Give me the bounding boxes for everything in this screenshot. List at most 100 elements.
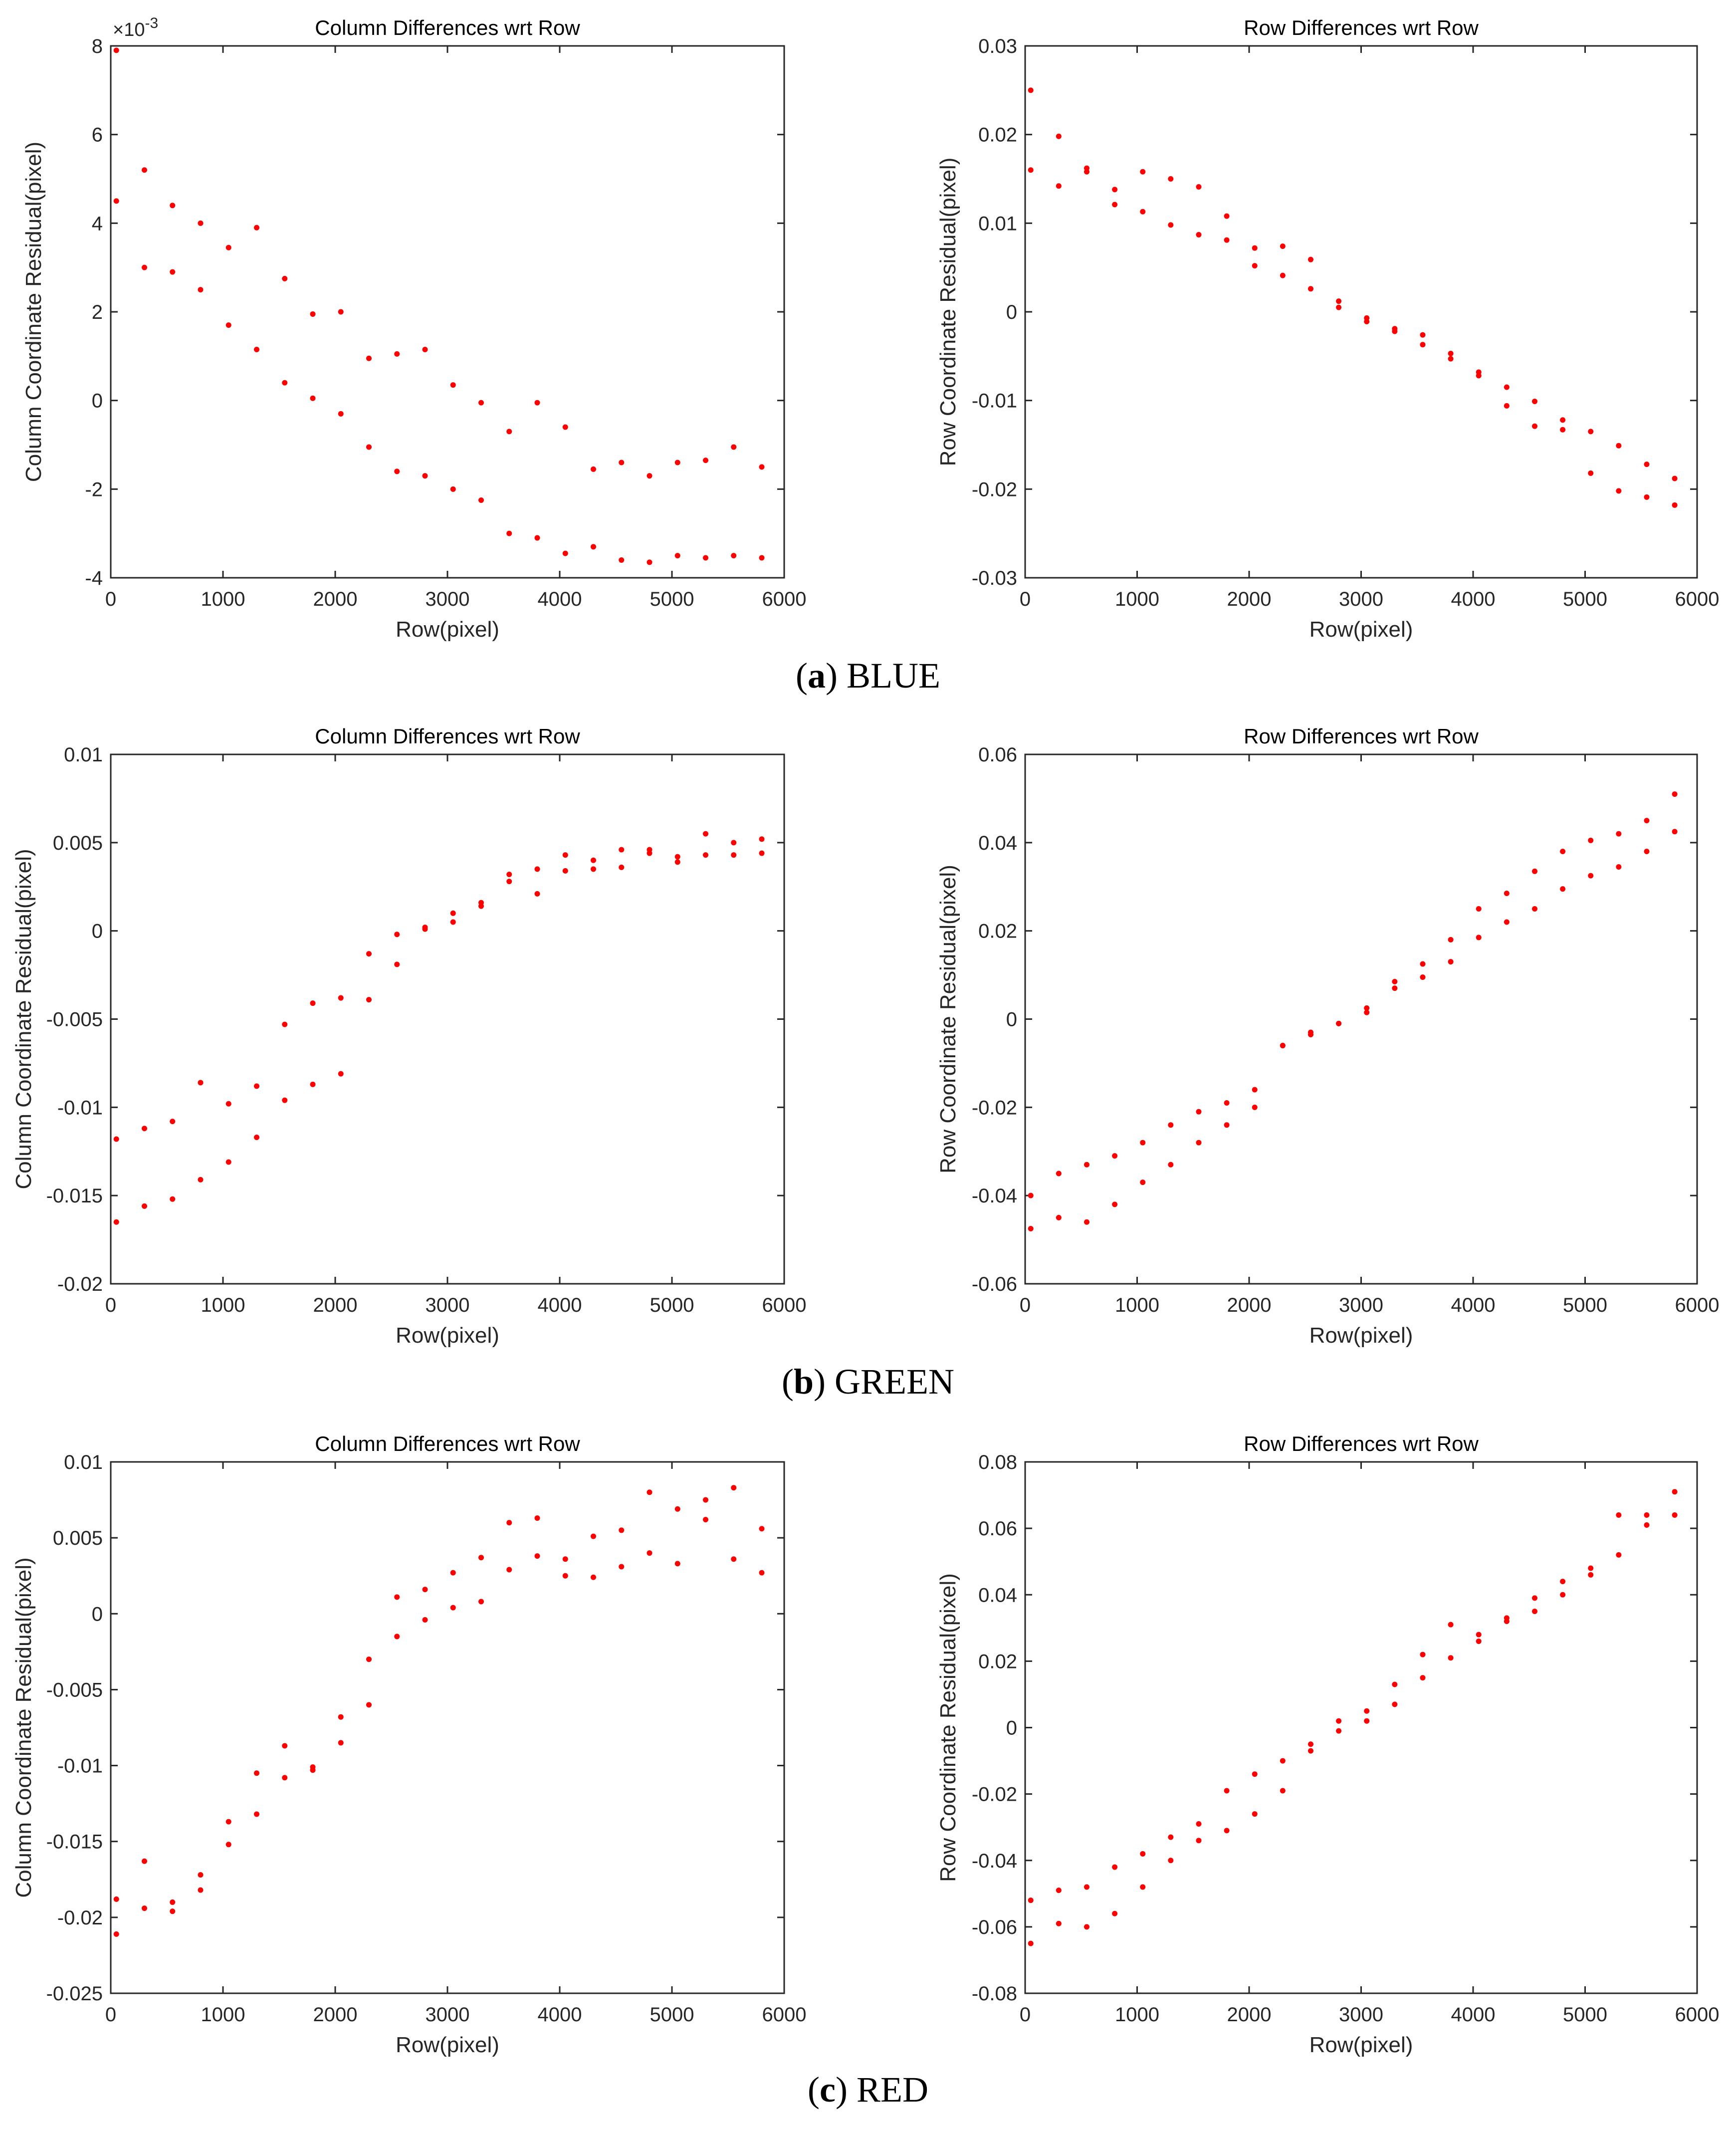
chart-title: Column Differences wrt Row [315, 724, 580, 748]
x-tick-label: 0 [1020, 1294, 1031, 1316]
data-point [1588, 429, 1594, 435]
x-tick-label: 0 [1020, 2004, 1031, 2026]
data-point [310, 311, 316, 317]
data-point [731, 852, 737, 858]
data-point [282, 380, 288, 386]
series-upper [113, 47, 765, 479]
data-point [647, 1489, 652, 1495]
data-point [142, 1203, 147, 1209]
data-point [1224, 213, 1230, 219]
data-point [1280, 1043, 1286, 1049]
data-point [1420, 332, 1426, 338]
x-tick-label: 5000 [650, 1294, 694, 1316]
x-axis-label: Row(pixel) [396, 2033, 499, 2057]
data-point [1028, 1897, 1034, 1903]
y-tick-label: 0.03 [978, 35, 1017, 57]
data-point [1112, 1910, 1118, 1916]
y-tick-label: -0.025 [46, 1983, 103, 2005]
data-point [1252, 1087, 1258, 1093]
data-point [450, 910, 456, 916]
data-point [1028, 1225, 1034, 1231]
data-point [338, 1714, 344, 1720]
data-point [534, 1553, 540, 1559]
data-point [450, 919, 456, 925]
data-point [591, 1574, 596, 1580]
series-lower [1028, 1512, 1678, 1946]
data-point [282, 1021, 288, 1027]
y-tick-label: -0.06 [972, 1273, 1017, 1295]
plot-area [1024, 1461, 1698, 1994]
data-point [1504, 403, 1510, 409]
data-point [1364, 1005, 1370, 1011]
data-point [478, 1599, 484, 1605]
data-point [1476, 906, 1482, 912]
data-point [113, 1136, 119, 1142]
x-tick-label: 1000 [1115, 588, 1159, 610]
data-point [1140, 1140, 1146, 1146]
data-point [478, 903, 484, 909]
chart-6: 0 1000 2000 3000 4000 5000 6000 -0.08 -0.06 -0.04… [936, 1432, 1719, 2057]
y-axis-label: Column Coordinate Residual(pixel) [21, 142, 46, 482]
data-point [1336, 1718, 1342, 1724]
data-point [1448, 937, 1454, 943]
x-tick-label: 0 [105, 588, 116, 610]
y-tick-label: -0.08 [972, 1983, 1017, 2005]
data-point [366, 997, 372, 1003]
data-point [1056, 1214, 1062, 1220]
y-tick-label: 0 [1006, 1717, 1017, 1739]
data-point [1672, 502, 1678, 508]
data-point [394, 1634, 400, 1640]
data-point [170, 1899, 176, 1905]
chart-title: Row Differences wrt Row [1244, 1432, 1479, 1455]
x-tick-label: 5000 [650, 2004, 694, 2026]
x-tick-label: 3000 [1339, 588, 1383, 610]
data-point [647, 473, 652, 479]
data-point [506, 1520, 512, 1526]
y-tick-label: -0.02 [57, 1273, 103, 1295]
x-tick-label: 2000 [313, 588, 358, 610]
y-tick-label: 0.005 [53, 832, 103, 854]
data-point [338, 411, 344, 417]
data-point [225, 1819, 231, 1825]
data-point [731, 1556, 737, 1562]
x-tick-label: 1000 [1115, 2004, 1159, 2026]
y-tick-label: 0.01 [64, 1451, 103, 1473]
x-tick-label: 4000 [1451, 588, 1496, 610]
data-point [225, 244, 231, 250]
caption-b-letter: b [793, 1362, 814, 1402]
data-point [1531, 398, 1537, 404]
data-point [1280, 1788, 1286, 1794]
x-axis-label: Row(pixel) [396, 617, 499, 642]
data-point [254, 1083, 259, 1089]
data-point [534, 891, 540, 897]
y-tick-label: -0.04 [972, 1850, 1017, 1872]
data-point [1476, 1632, 1482, 1638]
data-point [366, 1656, 372, 1662]
y-tick-label: 0 [1006, 301, 1017, 323]
data-point [1028, 1192, 1034, 1198]
caption-c: (c) RED [808, 2070, 928, 2110]
data-point [1531, 423, 1537, 429]
x-tick-label: 6000 [1675, 588, 1720, 610]
data-point [113, 1219, 119, 1225]
data-point [1307, 256, 1313, 262]
x-tick-label: 3000 [426, 1294, 470, 1316]
y-tick-label: -2 [85, 478, 103, 500]
data-point [1531, 1609, 1537, 1615]
data-point [1644, 849, 1650, 855]
data-point [1364, 1718, 1370, 1724]
data-point [198, 220, 204, 226]
data-point [170, 1908, 176, 1914]
data-point [647, 850, 652, 856]
chart-2: 0 1000 2000 3000 4000 5000 6000 -0.03 -0.02 -0.01… [936, 16, 1719, 642]
data-point [562, 1573, 568, 1579]
y-tick-label: 0.06 [978, 1518, 1017, 1540]
data-point [282, 1097, 288, 1103]
data-point [394, 932, 400, 938]
data-point [1112, 202, 1118, 208]
data-point [1504, 891, 1510, 897]
data-point [170, 203, 176, 209]
y-tick-label: 0.02 [978, 124, 1017, 146]
x-tick-label: 0 [1020, 588, 1031, 610]
